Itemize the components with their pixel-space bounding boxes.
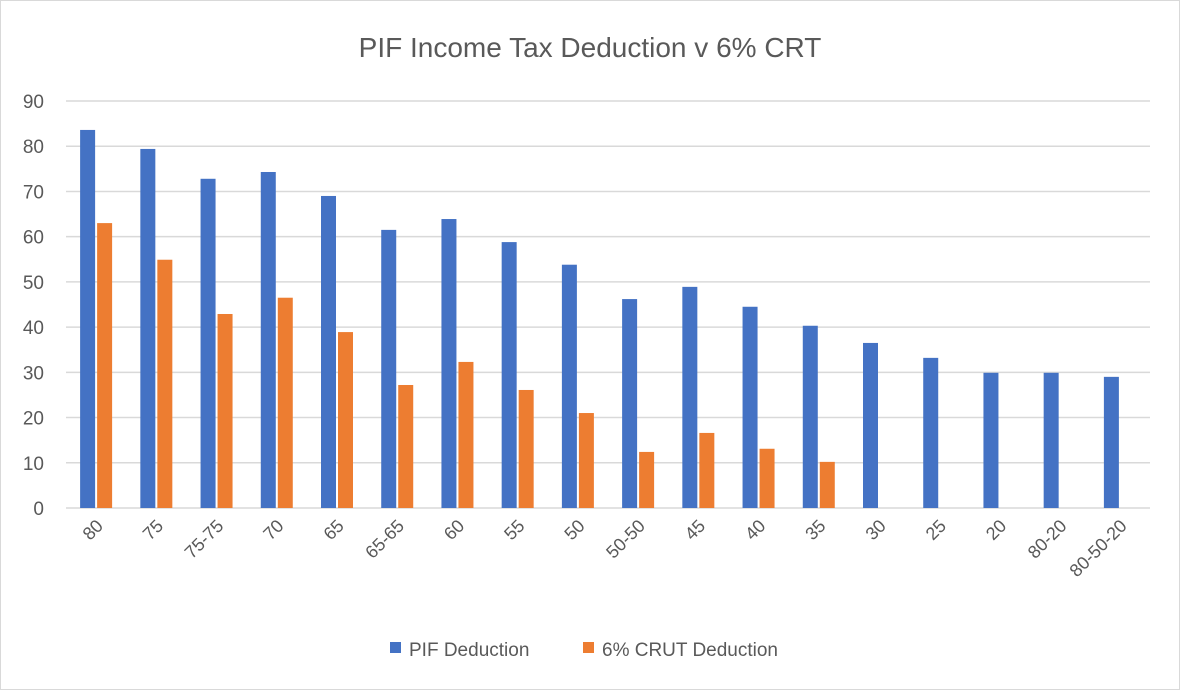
bar-pif [1043, 372, 1059, 508]
y-tick-label: 90 [23, 92, 44, 113]
bar-pif [923, 357, 939, 508]
bar-pif [140, 148, 156, 509]
x-tick-label: 40 [741, 516, 769, 544]
legend-swatch-crut [583, 642, 594, 653]
x-tick-label: 80 [79, 516, 107, 544]
y-tick-label: 60 [23, 228, 44, 249]
bar-pif [622, 299, 638, 508]
bar-crut [217, 313, 233, 508]
bar-pif [802, 325, 818, 508]
x-tick-label: 35 [801, 516, 829, 544]
chart-title: PIF Income Tax Deduction v 6% CRT [359, 32, 822, 63]
x-tick-label: 45 [681, 516, 709, 544]
bar-crut [97, 223, 113, 508]
x-tick-label: 60 [440, 516, 468, 544]
x-tick-label: 50 [560, 516, 588, 544]
x-tick-label: 70 [259, 516, 287, 544]
bar-crut [458, 361, 474, 508]
x-tick-label: 30 [862, 516, 890, 544]
x-tick-label: 80-50-20 [1066, 516, 1131, 581]
bar-pif [321, 195, 336, 508]
bar-crut [578, 413, 594, 508]
y-tick-label: 20 [23, 409, 44, 430]
legend-label-pif: PIF Deduction [409, 640, 529, 661]
bar-pif [80, 129, 96, 509]
x-tick-label: 20 [982, 516, 1010, 544]
legend-label-crut: 6% CRUT Deduction [602, 640, 778, 661]
bar-crut [277, 297, 293, 508]
x-tick-label: 65-65 [361, 516, 408, 563]
bar-crut [157, 259, 173, 508]
bar-crut [338, 332, 353, 508]
bar-pif [983, 372, 999, 508]
bar-crut [639, 451, 655, 508]
bar-pif [863, 342, 878, 508]
x-tick-label: 75 [139, 516, 167, 544]
x-tick-label: 75-75 [181, 516, 228, 563]
y-tick-label: 0 [33, 499, 44, 520]
y-tick-label: 80 [23, 137, 44, 158]
bar-pif [441, 219, 457, 508]
x-tick-label: 65 [320, 516, 348, 544]
x-tick-label: 55 [500, 516, 528, 544]
bar-pif [501, 242, 517, 509]
y-tick-label: 30 [23, 363, 44, 384]
x-tick-label: 50-50 [602, 516, 649, 563]
bar-pif [742, 306, 758, 508]
bar-crut [398, 384, 414, 508]
x-tick-label: 25 [922, 516, 950, 544]
bar-pif [1103, 376, 1119, 508]
bar-pif [381, 229, 397, 508]
legend-swatch-pif [390, 642, 401, 653]
bar-crut [699, 432, 715, 508]
y-tick-label: 70 [23, 182, 44, 203]
bar-crut [759, 448, 775, 508]
bar-crut [819, 461, 835, 508]
bar-pif [200, 178, 216, 508]
bar-crut [518, 389, 534, 508]
bar-pif [561, 264, 577, 508]
x-tick-label: 80-20 [1024, 516, 1071, 563]
y-tick-label: 40 [23, 318, 44, 339]
y-tick-label: 50 [23, 273, 44, 294]
y-tick-label: 10 [23, 454, 44, 475]
bar-pif [260, 171, 276, 508]
bar-pif [682, 286, 698, 508]
